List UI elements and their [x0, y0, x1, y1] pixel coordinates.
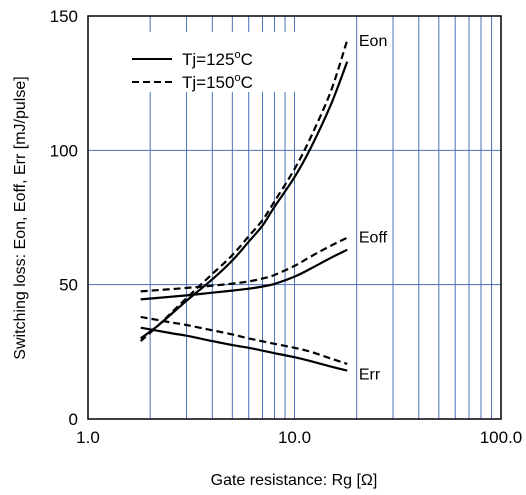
y-tick-label: 100 [50, 141, 78, 160]
y-tick-label: 0 [69, 410, 78, 429]
series-line-eon-tj125 [140, 61, 349, 340]
x-tick-label: 10.0 [278, 428, 311, 447]
legend-label-125: Tj=125 [182, 50, 234, 69]
legend-entry-125: Tj=125oC [182, 49, 253, 69]
x-axis-title: Gate resistance: Rg [Ω] [211, 472, 378, 489]
y-tick-label: 50 [59, 276, 78, 295]
curve-label-eoff: Eoff [359, 229, 388, 246]
x-tick-label: 1.0 [76, 428, 100, 447]
legend-degree-150: o [234, 72, 240, 84]
series-line-eon-tj150 [139, 39, 349, 342]
y-axis-title: Switching loss: Eon, Eoff, Err [mJ/pulse… [12, 76, 29, 359]
series-line-eoff-tj150 [140, 236, 348, 293]
curve-labels: Eon Eoff Err [359, 33, 388, 383]
series-group [139, 39, 349, 372]
x-tick-label: 100.0 [480, 428, 523, 447]
legend-entry-150: Tj=150oC [182, 72, 253, 92]
legend-unit-125: C [241, 50, 253, 69]
axis-ticks: 1.0 10.0 100.0 0 50 100 150 [50, 7, 523, 447]
legend-label-150: Tj=150 [182, 73, 234, 92]
legend: Tj=125oC Tj=150oC [121, 32, 299, 92]
series-line-err-tj150 [140, 315, 348, 365]
curve-label-err: Err [359, 366, 381, 383]
legend-box [121, 32, 299, 92]
legend-unit-150: C [241, 73, 253, 92]
series-line-err-tj125 [140, 326, 348, 372]
series-line-eoff-tj125 [140, 248, 348, 301]
legend-degree-125: o [234, 49, 240, 61]
curve-label-eon: Eon [359, 33, 387, 50]
plot-frame [87, 15, 502, 420]
y-tick-label: 150 [50, 7, 78, 26]
